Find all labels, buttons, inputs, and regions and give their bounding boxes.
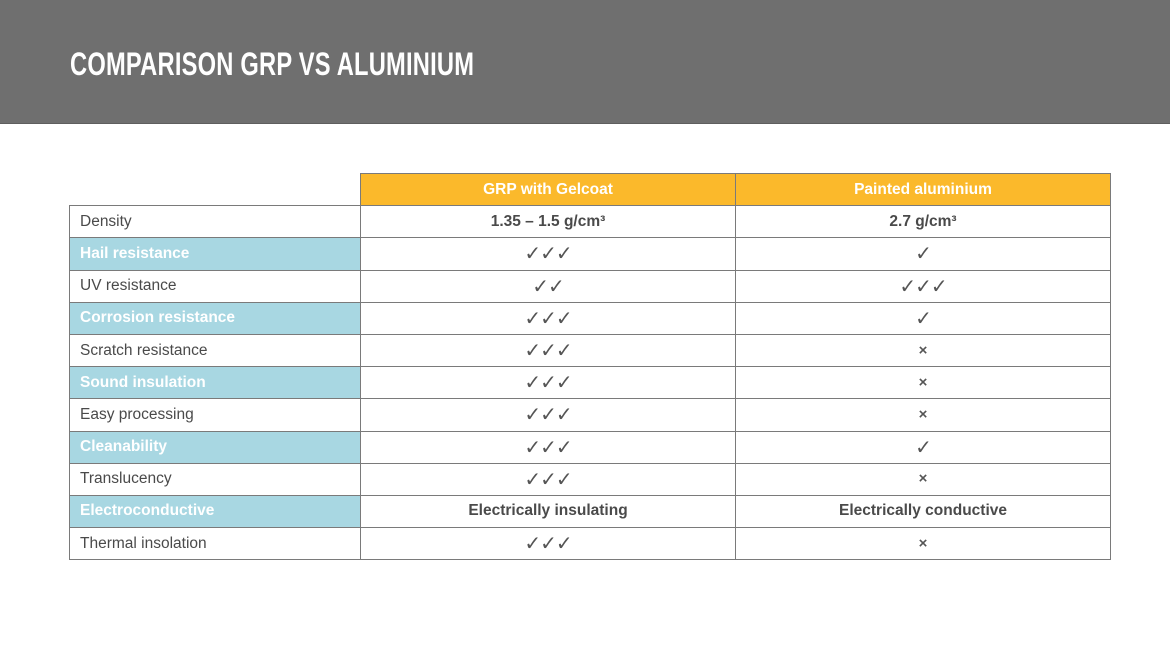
row-label: Hail resistance — [69, 237, 361, 271]
cell-value: 2.7 g/cm³ — [889, 212, 957, 230]
header-blank-cell — [69, 173, 361, 207]
row-label: Density — [69, 205, 361, 239]
table-row: Thermal insolation ✓✓✓ × — [69, 527, 1111, 561]
rating-cell: ✓ — [735, 301, 1111, 335]
rating-cell: ✓✓✓ — [360, 527, 736, 561]
table-row: Cleanability ✓✓✓ ✓ — [69, 430, 1111, 464]
value-cell: Electrically insulating — [360, 494, 736, 529]
row-label: Scratch resistance — [69, 333, 361, 368]
rating-cell: ✓✓✓ — [360, 333, 736, 368]
check-icon: ✓ — [915, 243, 932, 266]
table-row: Corrosion resistance ✓✓✓ ✓ — [69, 301, 1111, 335]
cell-value: Electrically insulating — [468, 502, 628, 520]
table-row: UV resistance ✓✓ ✓✓✓ — [69, 269, 1111, 303]
rating-cell: × — [735, 462, 1111, 496]
cross-icon: × — [918, 534, 928, 552]
table-row: Density 1.35 – 1.5 g/cm³ 2.7 g/cm³ — [69, 205, 1111, 239]
check-icon: ✓ — [915, 307, 932, 330]
check-icon: ✓ — [915, 436, 932, 459]
row-label: Translucency — [69, 462, 361, 496]
cross-icon: × — [918, 373, 928, 391]
value-cell: 1.35 – 1.5 g/cm³ — [360, 205, 736, 239]
cross-icon: × — [918, 405, 928, 423]
cross-icon: × — [918, 341, 928, 359]
table-row: Electroconductive Electrically insulating… — [69, 494, 1111, 529]
check-icon: ✓✓✓ — [524, 404, 572, 427]
rating-cell: ✓ — [735, 430, 1111, 464]
cell-value: Electrically conductive — [839, 502, 1007, 520]
column-header-aluminium: Painted aluminium — [735, 172, 1111, 207]
rating-cell: ✓✓✓ — [735, 269, 1111, 303]
value-cell: Electrically conductive — [735, 494, 1111, 529]
row-label: Electroconductive — [69, 494, 361, 529]
check-icon: ✓✓✓ — [524, 436, 572, 459]
check-icon: ✓✓✓ — [524, 307, 572, 330]
cross-icon: × — [918, 470, 928, 488]
check-icon: ✓✓✓ — [524, 243, 572, 266]
title-banner: COMPARISON GRP VS ALUMINIUM — [0, 0, 1170, 124]
column-header-grp: GRP with Gelcoat — [360, 172, 736, 207]
page-title: COMPARISON GRP VS ALUMINIUM — [70, 46, 475, 82]
table-row: Sound insulation ✓✓✓ × — [69, 366, 1111, 400]
check-icon: ✓✓ — [532, 275, 565, 298]
rating-cell: ✓✓✓ — [360, 366, 736, 400]
row-label: UV resistance — [69, 269, 361, 303]
row-label: Sound insulation — [69, 366, 361, 400]
check-icon: ✓✓✓ — [899, 275, 947, 298]
row-label: Cleanability — [69, 430, 361, 464]
table-row: Scratch resistance ✓✓✓ × — [69, 333, 1111, 368]
row-label: Corrosion resistance — [69, 301, 361, 335]
rating-cell: × — [735, 398, 1111, 432]
check-icon: ✓✓✓ — [524, 372, 572, 395]
comparison-table: GRP with Gelcoat Painted aluminium Densi… — [69, 172, 1111, 561]
value-cell: 2.7 g/cm³ — [735, 205, 1111, 239]
check-icon: ✓✓✓ — [524, 340, 572, 363]
rating-cell: × — [735, 366, 1111, 400]
rating-cell: ✓✓✓ — [360, 237, 736, 271]
row-label: Thermal insolation — [69, 527, 361, 561]
check-icon: ✓✓✓ — [524, 468, 572, 491]
rating-cell: × — [735, 333, 1111, 368]
cell-value: 1.35 – 1.5 g/cm³ — [490, 212, 606, 230]
rating-cell: ✓ — [735, 237, 1111, 271]
rating-cell: × — [735, 527, 1111, 561]
table-row: Hail resistance ✓✓✓ ✓ — [69, 237, 1111, 271]
rating-cell: ✓✓✓ — [360, 430, 736, 464]
rating-cell: ✓✓ — [360, 269, 736, 303]
check-icon: ✓✓✓ — [524, 533, 572, 556]
rating-cell: ✓✓✓ — [360, 462, 736, 496]
table-header-row: GRP with Gelcoat Painted aluminium — [69, 172, 1111, 207]
row-label: Easy processing — [69, 398, 361, 432]
rating-cell: ✓✓✓ — [360, 398, 736, 432]
table-row: Translucency ✓✓✓ × — [69, 462, 1111, 496]
table-row: Easy processing ✓✓✓ × — [69, 398, 1111, 432]
rating-cell: ✓✓✓ — [360, 301, 736, 335]
